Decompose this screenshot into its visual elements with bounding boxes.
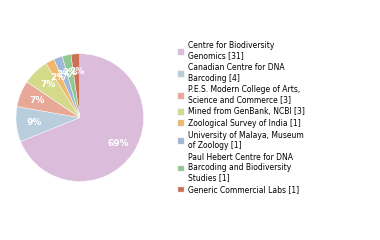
Text: 2%: 2% bbox=[63, 68, 78, 77]
Legend: Centre for Biodiversity
Genomics [31], Canadian Centre for DNA
Barcoding [4], P.: Centre for Biodiversity Genomics [31], C… bbox=[176, 40, 306, 196]
Text: 7%: 7% bbox=[40, 80, 55, 89]
Wedge shape bbox=[54, 56, 80, 118]
Wedge shape bbox=[21, 54, 144, 181]
Wedge shape bbox=[62, 54, 80, 118]
Text: 2%: 2% bbox=[51, 72, 66, 82]
Text: 2%: 2% bbox=[69, 67, 84, 76]
Text: 9%: 9% bbox=[26, 118, 42, 127]
Wedge shape bbox=[71, 54, 80, 118]
Wedge shape bbox=[46, 59, 80, 118]
Wedge shape bbox=[27, 63, 80, 118]
Text: 69%: 69% bbox=[107, 139, 129, 148]
Text: 2%: 2% bbox=[57, 70, 72, 79]
Wedge shape bbox=[17, 82, 80, 118]
Wedge shape bbox=[16, 107, 80, 142]
Text: 7%: 7% bbox=[30, 96, 45, 105]
